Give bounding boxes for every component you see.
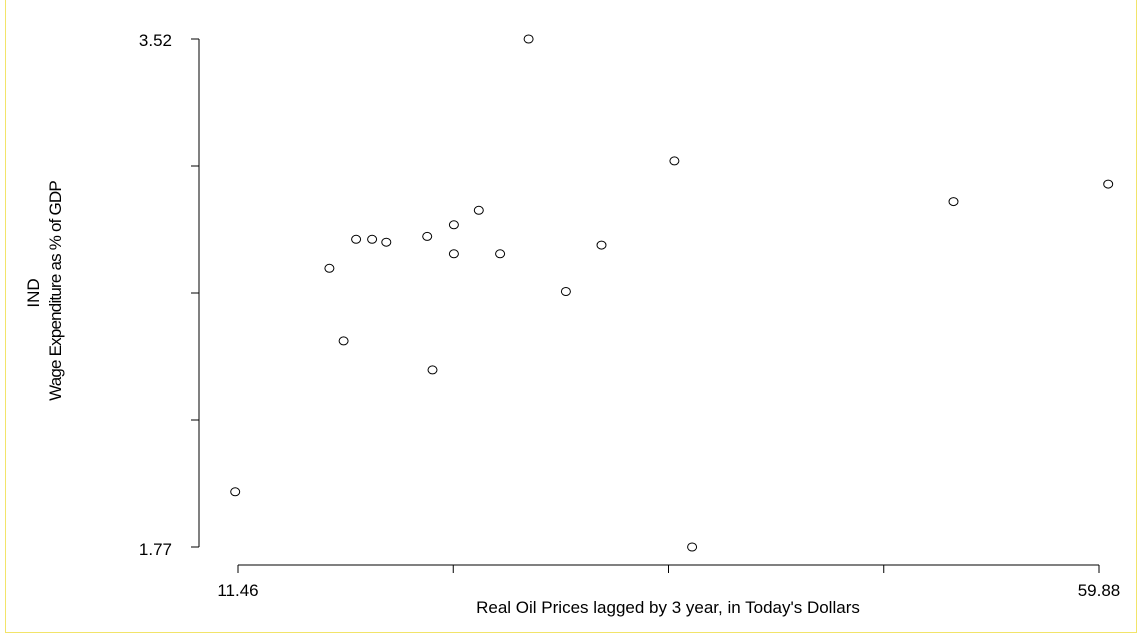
axes bbox=[191, 38, 1100, 573]
scatter-point bbox=[427, 365, 438, 375]
scatter-point bbox=[560, 287, 571, 296]
scatter-point bbox=[495, 249, 506, 259]
y-axis-label-line1: IND bbox=[24, 278, 43, 307]
y-tick-label-top: 3.52 bbox=[139, 31, 172, 50]
scatter-point bbox=[448, 220, 459, 230]
x-tick-label-right: 59.88 bbox=[1078, 581, 1121, 600]
y-axis-label-line2: Wage Expenditure as % of GDP bbox=[46, 181, 65, 401]
scatter-point bbox=[523, 34, 534, 44]
scatter-point bbox=[324, 263, 335, 273]
scatter-point bbox=[338, 336, 349, 346]
data-points bbox=[230, 34, 1114, 552]
figure-frame bbox=[5, 0, 1137, 633]
scatter-point bbox=[230, 487, 241, 497]
scatter-point bbox=[381, 237, 392, 247]
y-tick-label-bottom: 1.77 bbox=[139, 540, 172, 559]
scatter-point bbox=[1103, 179, 1114, 189]
scatter-point bbox=[669, 156, 680, 166]
scatter-point bbox=[448, 249, 459, 259]
scatter-point bbox=[367, 234, 378, 244]
x-axis-label: Real Oil Prices lagged by 3 year, in Tod… bbox=[476, 598, 860, 617]
scatter-point bbox=[422, 231, 433, 241]
scatter-point bbox=[473, 205, 484, 215]
scatter-point bbox=[948, 197, 959, 207]
x-tick-label-left: 11.46 bbox=[217, 581, 258, 600]
scatter-point bbox=[687, 542, 698, 552]
scatter-point bbox=[351, 234, 362, 244]
scatter-point bbox=[596, 240, 607, 250]
